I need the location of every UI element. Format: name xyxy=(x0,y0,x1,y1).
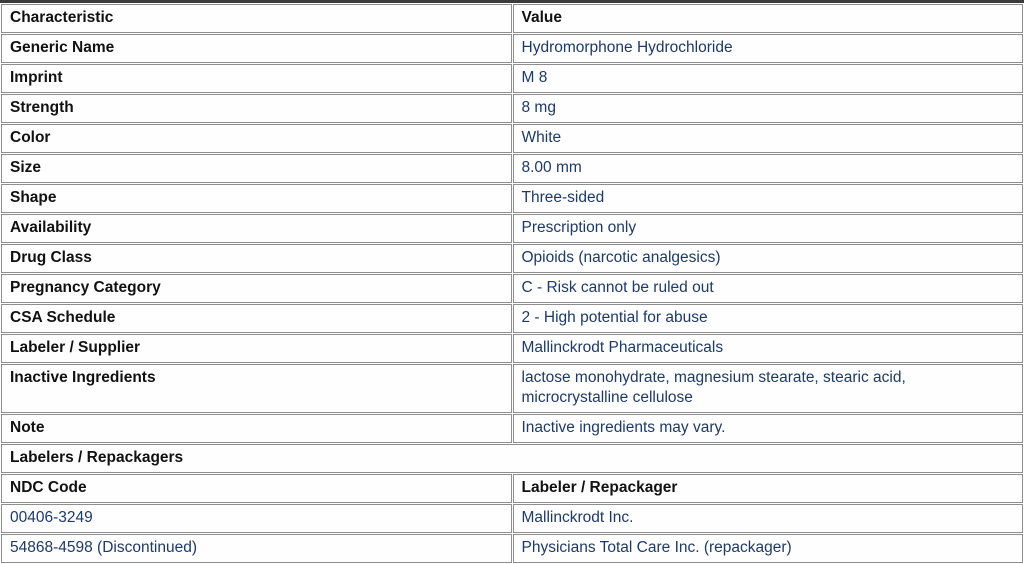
characteristic-value: lactose monohydrate, magnesium stearate,… xyxy=(512,364,1023,413)
characteristic-value: M 8 xyxy=(512,64,1023,93)
characteristic-value: Inactive ingredients may vary. xyxy=(512,414,1023,443)
characteristic-value: Mallinckrodt Pharmaceuticals xyxy=(512,334,1023,363)
characteristic-label: Shape xyxy=(1,184,512,213)
characteristic-value: White xyxy=(512,124,1023,153)
characteristic-label: Imprint xyxy=(1,64,512,93)
characteristic-label: Labeler / Supplier xyxy=(1,334,512,363)
column-header-row: Characteristic Value xyxy=(1,4,1023,33)
characteristic-label: Strength xyxy=(1,94,512,123)
characteristic-label: Pregnancy Category xyxy=(1,274,512,303)
table-row: Note Inactive ingredients may vary. xyxy=(1,414,1023,443)
table-row: Inactive Ingredients lactose monohydrate… xyxy=(1,364,1023,413)
table-row: 54868-4598 (Discontinued) Physicians Tot… xyxy=(1,534,1023,563)
ndc-rows: 00406-3249 Mallinckrodt Inc. 54868-4598 … xyxy=(1,504,1023,563)
ndc-code-value: 54868-4598 (Discontinued) xyxy=(1,534,512,563)
characteristic-label: Note xyxy=(1,414,512,443)
ndc-code-value: 00406-3249 xyxy=(1,504,512,533)
characteristic-value: 8 mg xyxy=(512,94,1023,123)
table-row: Color White xyxy=(1,124,1023,153)
characteristic-label: Drug Class xyxy=(1,244,512,273)
table-row: CSA Schedule 2 - High potential for abus… xyxy=(1,304,1023,333)
characteristic-label: Color xyxy=(1,124,512,153)
characteristic-value: 8.00 mm xyxy=(512,154,1023,183)
table-row: Availability Prescription only xyxy=(1,214,1023,243)
labeler-repackager-value: Mallinckrodt Inc. xyxy=(512,504,1023,533)
characteristic-column-header: Characteristic xyxy=(1,4,512,33)
section-header-row: Labelers / Repackagers xyxy=(1,444,1023,473)
table-row: Drug Class Opioids (narcotic analgesics) xyxy=(1,244,1023,273)
table-row: Strength 8 mg xyxy=(1,94,1023,123)
characteristic-label: Availability xyxy=(1,214,512,243)
ndc-code-subheader: NDC Code xyxy=(1,474,512,503)
table-row: Generic Name Hydromorphone Hydrochloride xyxy=(1,34,1023,63)
table-row: Size 8.00 mm xyxy=(1,154,1023,183)
characteristic-label: Inactive Ingredients xyxy=(1,364,512,413)
table-row: Labeler / Supplier Mallinckrodt Pharmace… xyxy=(1,334,1023,363)
characteristic-value: Opioids (narcotic analgesics) xyxy=(512,244,1023,273)
pill-details-table: Characteristic Value Generic Name Hydrom… xyxy=(0,3,1024,564)
table-row: Pregnancy Category C - Risk cannot be ru… xyxy=(1,274,1023,303)
characteristic-value: Hydromorphone Hydrochloride xyxy=(512,34,1023,63)
labelers-repackagers-section-title: Labelers / Repackagers xyxy=(1,444,1023,473)
characteristic-value: C - Risk cannot be ruled out xyxy=(512,274,1023,303)
characteristic-label: CSA Schedule xyxy=(1,304,512,333)
characteristic-value: Three-sided xyxy=(512,184,1023,213)
characteristic-value: 2 - High potential for abuse xyxy=(512,304,1023,333)
table-row: Imprint M 8 xyxy=(1,64,1023,93)
table-row: Shape Three-sided xyxy=(1,184,1023,213)
characteristic-rows: Generic Name Hydromorphone Hydrochloride… xyxy=(1,34,1023,443)
characteristic-value: Prescription only xyxy=(512,214,1023,243)
characteristic-label: Generic Name xyxy=(1,34,512,63)
labelers-section: Labelers / Repackagers NDC Code Labeler … xyxy=(1,444,1023,503)
section-subheader-row: NDC Code Labeler / Repackager xyxy=(1,474,1023,503)
table-row: 00406-3249 Mallinckrodt Inc. xyxy=(1,504,1023,533)
value-column-header: Value xyxy=(512,4,1023,33)
labeler-repackager-subheader: Labeler / Repackager xyxy=(512,474,1023,503)
characteristic-label: Size xyxy=(1,154,512,183)
